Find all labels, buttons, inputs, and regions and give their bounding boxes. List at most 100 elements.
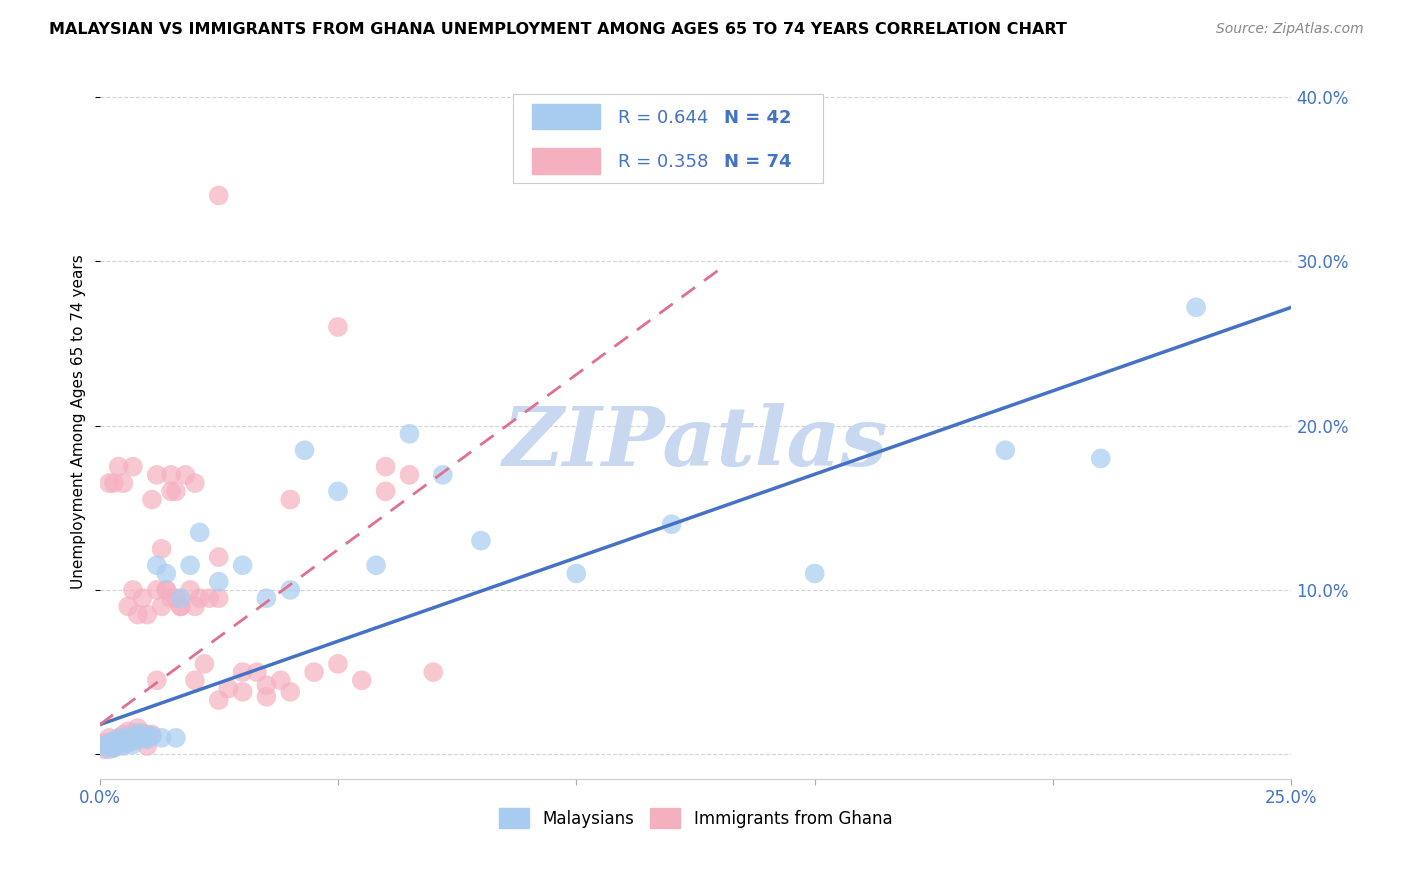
Point (232, 685, 254, 699)
Point (184, 673, 207, 688)
Point (294, 443, 316, 458)
Point (98, 736, 121, 750)
Point (803, 566, 825, 581)
Point (131, 726, 153, 740)
Point (208, 574, 231, 589)
Point (146, 467, 169, 482)
Point (127, 607, 149, 622)
Point (112, 739, 135, 753)
Point (103, 740, 125, 755)
Point (278, 492, 301, 507)
Bar (531, 148, 600, 174)
Point (165, 484, 187, 499)
Point (136, 607, 159, 622)
Point (136, 732, 159, 747)
Point (208, 591, 231, 606)
Point (326, 484, 349, 499)
Point (470, 533, 492, 548)
Point (150, 599, 173, 614)
Point (117, 732, 139, 747)
Point (93, 739, 115, 753)
Point (174, 467, 197, 482)
Point (107, 738, 129, 752)
Bar (531, 103, 600, 129)
Point (107, 459, 129, 474)
Point (217, 681, 239, 696)
Point (1185, 300, 1208, 314)
Point (136, 739, 159, 753)
Point (141, 729, 163, 743)
Point (278, 685, 301, 699)
Point (122, 738, 145, 752)
Text: N = 74: N = 74 (724, 153, 792, 171)
Point (107, 731, 129, 745)
Point (150, 541, 173, 556)
Point (193, 657, 215, 671)
Point (155, 566, 177, 581)
Point (661, 517, 683, 532)
Point (326, 320, 349, 334)
Text: R = 0.358: R = 0.358 (619, 153, 709, 171)
Point (112, 476, 135, 491)
Point (127, 726, 149, 740)
Point (127, 729, 149, 743)
Point (122, 582, 145, 597)
Point (112, 732, 135, 747)
Point (422, 665, 444, 679)
Point (131, 731, 153, 745)
Y-axis label: Unemployment Among Ages 65 to 74 years: Unemployment Among Ages 65 to 74 years (72, 254, 86, 589)
Legend: Malaysians, Immigrants from Ghana: Malaysians, Immigrants from Ghana (492, 801, 898, 835)
Point (270, 673, 292, 688)
Point (398, 426, 420, 441)
Point (117, 729, 139, 743)
Point (98, 731, 121, 745)
Point (107, 736, 129, 750)
Point (398, 467, 420, 482)
Point (179, 582, 201, 597)
Point (256, 678, 278, 692)
Point (1090, 451, 1112, 466)
Point (350, 673, 373, 688)
Point (117, 599, 139, 614)
Point (103, 734, 125, 748)
Point (155, 582, 177, 597)
Point (169, 599, 191, 614)
Point (208, 693, 231, 707)
Point (232, 558, 254, 573)
Point (208, 550, 231, 565)
Point (103, 476, 125, 491)
Point (93, 736, 115, 750)
Point (278, 582, 301, 597)
Point (136, 731, 159, 745)
Point (117, 736, 139, 750)
Point (150, 731, 173, 745)
Text: R = 0.644: R = 0.644 (619, 109, 709, 127)
Point (122, 459, 145, 474)
Point (107, 732, 129, 747)
Point (364, 558, 387, 573)
Point (184, 599, 207, 614)
Point (141, 492, 163, 507)
Point (246, 665, 269, 679)
Point (117, 724, 139, 739)
Point (165, 731, 187, 745)
Text: Source: ZipAtlas.com: Source: ZipAtlas.com (1216, 22, 1364, 37)
Point (136, 727, 159, 741)
Point (146, 673, 169, 688)
Point (98, 476, 121, 491)
Point (93, 742, 115, 756)
Point (89, 739, 111, 753)
Point (141, 727, 163, 741)
Point (302, 665, 325, 679)
Point (208, 188, 231, 202)
Point (374, 484, 396, 499)
Point (256, 591, 278, 606)
Point (112, 738, 135, 752)
Point (127, 729, 149, 743)
Point (122, 732, 145, 747)
Point (103, 734, 125, 748)
Text: MALAYSIAN VS IMMIGRANTS FROM GHANA UNEMPLOYMENT AMONG AGES 65 TO 74 YEARS CORREL: MALAYSIAN VS IMMIGRANTS FROM GHANA UNEMP… (49, 22, 1067, 37)
Point (155, 582, 177, 597)
Point (169, 591, 191, 606)
Point (326, 657, 349, 671)
